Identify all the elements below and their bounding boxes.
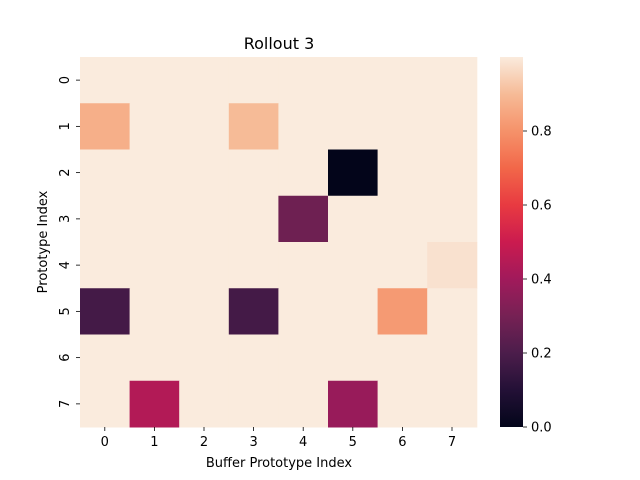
heatmap-cell-r1-c6 bbox=[377, 103, 428, 150]
y-tick-label: 5 bbox=[58, 307, 73, 315]
heatmap-cells bbox=[80, 57, 478, 428]
heatmap-cell-r5-c5 bbox=[328, 288, 379, 335]
heatmap-cell-r2-c6 bbox=[377, 149, 428, 197]
heatmap-cell-r3-c3 bbox=[228, 195, 279, 243]
colorbar-tick-label: 0.2 bbox=[531, 347, 552, 362]
heatmap-cell-r1-c3 bbox=[228, 103, 279, 150]
heatmap-cell-r0-c5 bbox=[328, 57, 379, 104]
heatmap-cell-r6-c3 bbox=[228, 334, 279, 382]
y-tick-label: 7 bbox=[58, 400, 73, 408]
heatmap-cell-r2-c0 bbox=[80, 149, 131, 197]
heatmap-cell-r5-c6 bbox=[377, 288, 428, 335]
heatmap-cell-r7-c7 bbox=[427, 380, 478, 428]
x-tick-label: 7 bbox=[448, 435, 456, 450]
colorbar-ticks: 0.0 0.2 0.4 0.6 0.8 bbox=[523, 125, 552, 436]
x-tick-label: 6 bbox=[398, 435, 406, 450]
heatmap-cell-r0-c6 bbox=[377, 57, 428, 104]
y-tick-label: 0 bbox=[58, 76, 73, 84]
heatmap-cell-r7-c1 bbox=[129, 380, 180, 428]
heatmap-cell-r5-c0 bbox=[80, 288, 131, 335]
heatmap-cell-r0-c4 bbox=[278, 57, 329, 104]
heatmap-cell-r7-c5 bbox=[328, 380, 379, 428]
x-tick-label: 4 bbox=[299, 435, 307, 450]
heatmap-cell-r5-c1 bbox=[129, 288, 180, 335]
heatmap-cell-r1-c1 bbox=[129, 103, 180, 150]
heatmap-cell-r3-c0 bbox=[80, 195, 131, 243]
heatmap-cell-r2-c2 bbox=[179, 149, 230, 197]
heatmap-cell-r3-c5 bbox=[328, 195, 379, 243]
heatmap-cell-r1-c5 bbox=[328, 103, 379, 150]
heatmap-cell-r0-c2 bbox=[179, 57, 230, 104]
y-tick-label: 2 bbox=[58, 168, 73, 176]
heatmap-cell-r0-c7 bbox=[427, 57, 478, 104]
heatmap-cell-r2-c4 bbox=[278, 149, 329, 197]
heatmap-cell-r4-c2 bbox=[179, 242, 230, 289]
heatmap-cell-r7-c3 bbox=[228, 380, 279, 428]
heatmap-cell-r2-c5 bbox=[328, 149, 379, 197]
heatmap-cell-r5-c3 bbox=[228, 288, 279, 335]
heatmap-cell-r2-c1 bbox=[129, 149, 180, 197]
heatmap-cell-r1-c2 bbox=[179, 103, 230, 150]
heatmap-cell-r3-c2 bbox=[179, 195, 230, 243]
heatmap-cell-r4-c0 bbox=[80, 242, 131, 289]
x-tick-label: 5 bbox=[349, 435, 357, 450]
colorbar bbox=[500, 57, 523, 427]
heatmap-cell-r3-c4 bbox=[278, 195, 329, 243]
heatmap-cell-r7-c0 bbox=[80, 380, 131, 428]
heatmap-cell-r2-c7 bbox=[427, 149, 478, 197]
heatmap-cell-r4-c4 bbox=[278, 242, 329, 289]
y-axis-label: Prototype Index bbox=[36, 190, 51, 293]
heatmap-cell-r4-c5 bbox=[328, 242, 379, 289]
chart-title: Rollout 3 bbox=[244, 34, 315, 53]
heatmap-cell-r5-c7 bbox=[427, 288, 478, 335]
heatmap-cell-r6-c6 bbox=[377, 334, 428, 382]
x-tick-label: 0 bbox=[101, 435, 109, 450]
x-tick-label: 2 bbox=[200, 435, 208, 450]
heatmap-cell-r6-c5 bbox=[328, 334, 379, 382]
heatmap-cell-r1-c4 bbox=[278, 103, 329, 150]
heatmap-cell-r7-c6 bbox=[377, 380, 428, 428]
heatmap-cell-r6-c4 bbox=[278, 334, 329, 382]
colorbar-tick-label: 0.0 bbox=[531, 421, 552, 436]
heatmap-cell-r0-c3 bbox=[228, 57, 279, 104]
heatmap-cell-r0-c1 bbox=[129, 57, 180, 104]
heatmap-cell-r1-c7 bbox=[427, 103, 478, 150]
heatmap-cell-r5-c4 bbox=[278, 288, 329, 335]
y-axis-ticks: 0 1 2 3 4 5 6 7 bbox=[58, 76, 80, 408]
heatmap-cell-r0-c0 bbox=[80, 57, 131, 104]
heatmap-cell-r7-c4 bbox=[278, 380, 329, 428]
colorbar-tick-label: 0.6 bbox=[531, 199, 552, 214]
x-tick-label: 3 bbox=[249, 435, 257, 450]
y-tick-label: 6 bbox=[58, 353, 73, 361]
y-tick-label: 4 bbox=[58, 261, 73, 269]
heatmap-cell-r6-c7 bbox=[427, 334, 478, 382]
colorbar-tick-label: 0.4 bbox=[531, 273, 552, 288]
heatmap-cell-r5-c2 bbox=[179, 288, 230, 335]
heatmap-cell-r3-c1 bbox=[129, 195, 180, 243]
x-axis-ticks: 0 1 2 3 4 5 6 7 bbox=[101, 427, 456, 450]
heatmap-cell-r1-c0 bbox=[80, 103, 131, 150]
heatmap-cell-r6-c2 bbox=[179, 334, 230, 382]
colorbar-tick-label: 0.8 bbox=[531, 125, 552, 140]
x-axis-label: Buffer Prototype Index bbox=[206, 456, 353, 471]
heatmap-cell-r6-c0 bbox=[80, 334, 131, 382]
heatmap-cell-r4-c7 bbox=[427, 242, 478, 289]
heatmap-cell-r6-c1 bbox=[129, 334, 180, 382]
x-tick-label: 1 bbox=[150, 435, 158, 450]
heatmap-cell-r2-c3 bbox=[228, 149, 279, 197]
heatmap-cell-r4-c6 bbox=[377, 242, 428, 289]
heatmap-cell-r3-c6 bbox=[377, 195, 428, 243]
y-tick-label: 1 bbox=[58, 122, 73, 130]
heatmap-cell-r4-c3 bbox=[228, 242, 279, 289]
heatmap-cell-r3-c7 bbox=[427, 195, 478, 243]
heatmap-cell-r4-c1 bbox=[129, 242, 180, 289]
heatmap-cell-r7-c2 bbox=[179, 380, 230, 428]
y-tick-label: 3 bbox=[58, 215, 73, 223]
